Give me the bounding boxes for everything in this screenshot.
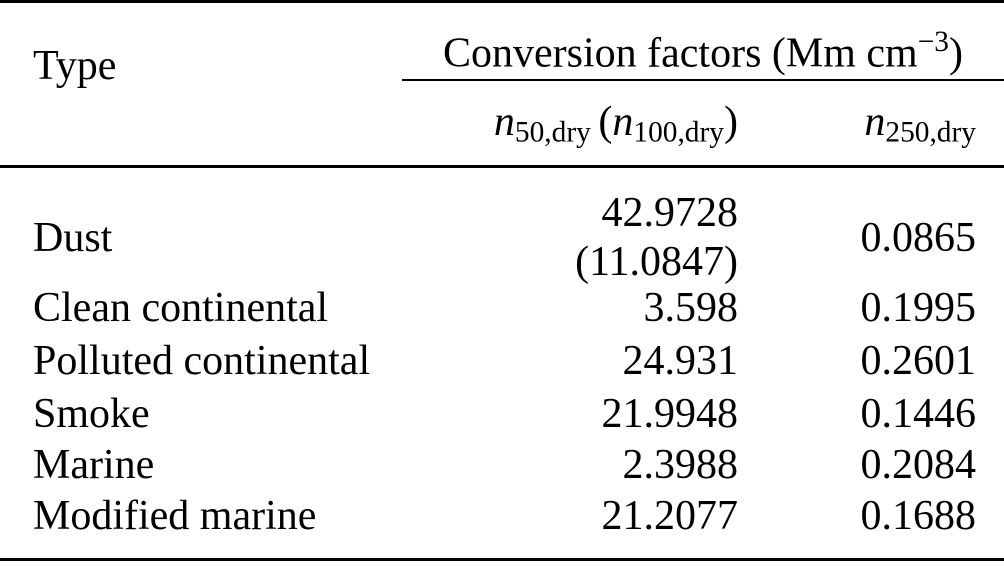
n100-variable: n (612, 99, 634, 145)
group-header-text: Conversion factors (Mm cm (442, 30, 918, 77)
n250-cell: 0.2084 (860, 442, 977, 488)
n100-value: (11.0847) (575, 239, 738, 285)
type-cell: Modified marine (33, 493, 317, 539)
group-header-exponent: −3 (917, 26, 950, 58)
table-row-modified-marine: Modified marine 21.2077 0.1688 (33, 490, 976, 542)
group-header-rule (402, 79, 1004, 81)
table-bottom-rule (0, 558, 1004, 561)
type-cell: Polluted continental (33, 338, 371, 384)
n100-subscript: 100,dry (633, 116, 724, 149)
n250-cell: 0.2601 (860, 338, 977, 384)
n50-cell: 21.2077 (601, 493, 739, 539)
table-row-smoke: Smoke 21.9948 0.1446 (33, 388, 976, 440)
table-row-dust: Dust 42.9728 (11.0847) 0.0865 (33, 189, 976, 287)
type-cell: Clean continental (33, 285, 329, 331)
n50-subscript: 50,dry (514, 116, 591, 149)
type-cell: Dust (33, 215, 113, 261)
group-header-close: ) (949, 30, 964, 77)
n250-cell: 0.1688 (860, 493, 977, 539)
table-row-polluted-continental: Polluted continental 24.931 0.2601 (33, 335, 976, 387)
n50-cell: 42.9728 (11.0847) (400, 189, 738, 287)
table-header-rule (0, 165, 1004, 168)
subheader-row: n50,dry (n100,dry) n250,dry (33, 96, 976, 156)
n100-close-paren: ) (724, 99, 738, 145)
n250-cell: 0.0865 (860, 215, 977, 261)
n50-cell: 24.931 (622, 338, 739, 384)
n50-variable: n (493, 99, 515, 145)
n50-value: 42.9728 (601, 190, 739, 236)
n250-cell: 0.1446 (860, 391, 977, 437)
n50-cell: 21.9948 (601, 391, 739, 437)
type-cell: Smoke (33, 391, 150, 437)
n250-cell: 0.1995 (860, 285, 977, 331)
column-group-header: Conversion factors (Mm cm−3) (402, 16, 1004, 79)
n250-variable: n (864, 99, 886, 145)
n100-open-paren: ( (598, 99, 613, 145)
n50-cell: 3.598 (643, 285, 739, 331)
column-header-type: Type (33, 43, 117, 89)
type-cell: Marine (33, 442, 155, 488)
n50-cell: 2.3988 (622, 442, 739, 488)
column-header-n50: n50,dry (n100,dry) (400, 96, 738, 158)
n250-subscript: 250,dry (885, 116, 976, 149)
table-row-clean-continental: Clean continental 3.598 0.1995 (33, 282, 976, 334)
table-top-rule (0, 0, 1004, 3)
table-row-marine: Marine 2.3988 0.2084 (33, 439, 976, 491)
column-header-n250: n250,dry (738, 96, 976, 158)
